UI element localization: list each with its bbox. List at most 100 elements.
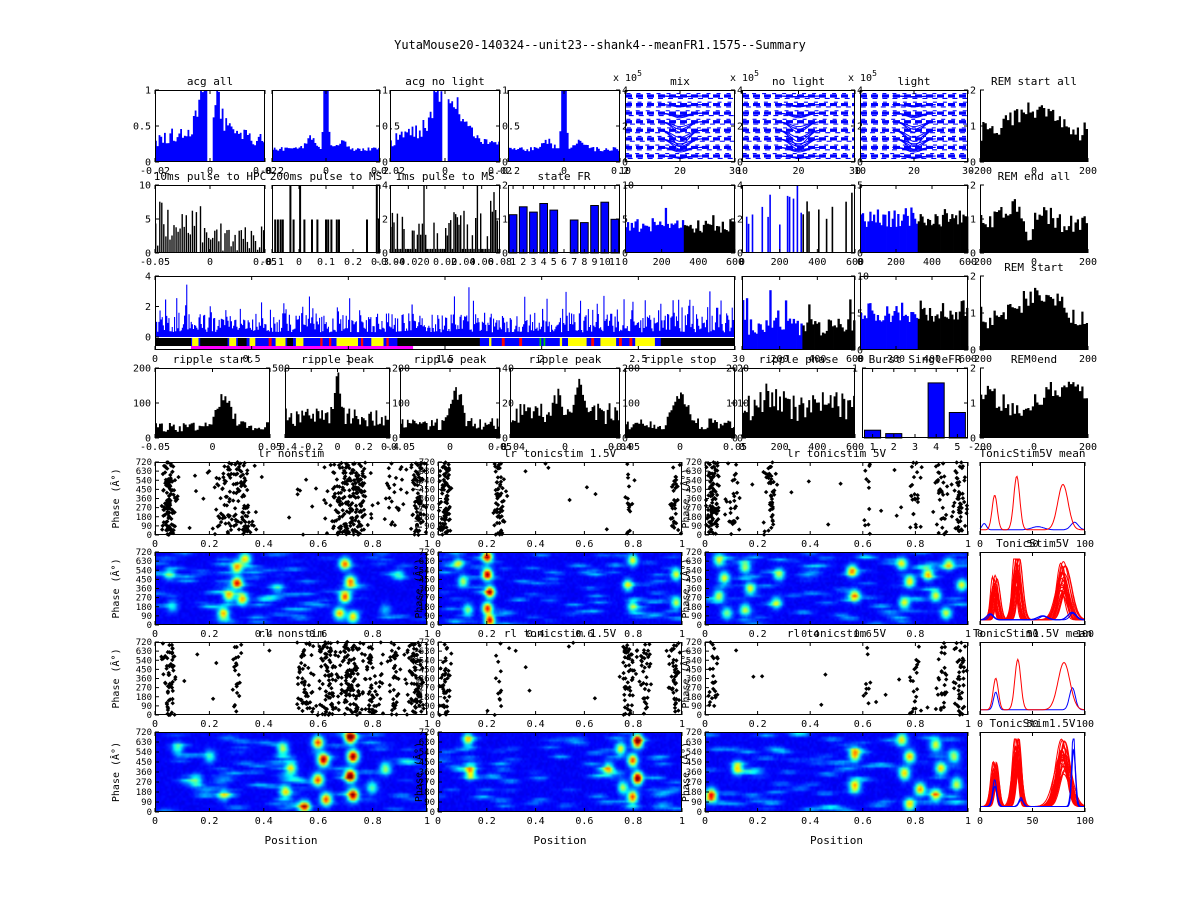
svg-text:400: 400	[808, 257, 826, 268]
svg-text:1: 1	[510, 257, 516, 268]
svg-text:2: 2	[520, 257, 526, 268]
svg-text:450: 450	[419, 665, 435, 675]
svg-text:540: 540	[136, 656, 152, 666]
svg-text:1: 1	[965, 539, 971, 550]
svg-text:100: 100	[133, 399, 151, 410]
svg-text:600: 600	[846, 442, 864, 453]
plot-title: lr nonstim	[258, 447, 325, 460]
svg-text:0.2: 0.2	[200, 719, 218, 730]
plot-acg-all2-svg: -0.2 0 0.210.50	[260, 86, 400, 178]
svg-text:8: 8	[581, 257, 587, 268]
svg-text:0.8: 0.8	[364, 539, 382, 550]
plot-pulse-ms200-svg: -0.1 0 0.1 0.2 0.3 4 2 0 200ms pulse to MS	[260, 170, 389, 268]
plot-rem-start-all: -200 0 200 REM start all	[968, 75, 1097, 177]
svg-text:100: 100	[622, 399, 640, 410]
svg-text:270: 270	[686, 594, 702, 604]
svg-text:0: 0	[977, 816, 983, 827]
svg-text:0.4: 0.4	[255, 816, 273, 827]
svg-text:3: 3	[912, 442, 918, 453]
svg-text:200: 200	[1079, 166, 1097, 177]
svg-text:270: 270	[136, 684, 152, 694]
svg-text:720: 720	[136, 728, 152, 738]
plot-title: rl tonicstim 5V	[787, 627, 887, 640]
svg-text:450: 450	[419, 485, 435, 495]
svg-text:0: 0	[430, 711, 435, 721]
svg-text:200: 200	[653, 257, 671, 268]
svg-text:2: 2	[737, 215, 743, 226]
svg-text:90: 90	[424, 522, 435, 532]
svg-text:100: 100	[1076, 719, 1094, 730]
svg-text:0.4: 0.4	[801, 719, 819, 730]
svg-text:1: 1	[852, 364, 858, 375]
phase-axis-label: Phase (Â°)	[109, 468, 122, 528]
svg-text:4: 4	[737, 181, 743, 192]
svg-text:600: 600	[959, 354, 977, 365]
svg-text:4: 4	[737, 86, 743, 97]
svg-text:0.2: 0.2	[355, 442, 373, 453]
svg-text:20: 20	[726, 364, 738, 375]
plot-title: Burst SingleFR	[869, 353, 962, 366]
svg-text:-0.05: -0.05	[140, 442, 170, 453]
svg-text:500: 500	[272, 364, 290, 375]
plot-title: lr tonicstim 1.5V	[504, 447, 617, 460]
svg-text:10: 10	[619, 166, 631, 177]
svg-text:5: 5	[954, 442, 960, 453]
plot-sc-rl-nonstim-svg: 0 0.2 0.4 0.6 0.8 1720630540450360270180900Ph…	[109, 627, 430, 730]
svg-text:0: 0	[502, 434, 508, 445]
svg-text:0: 0	[296, 257, 302, 268]
svg-text:720: 720	[136, 548, 152, 558]
svg-text:0.6: 0.6	[854, 629, 872, 640]
position-axis-label: Position	[810, 834, 863, 847]
svg-text:0: 0	[145, 434, 151, 445]
svg-text:180: 180	[419, 513, 435, 523]
svg-text:-0.05: -0.05	[140, 257, 170, 268]
plot-hm-lr-t5: 0 0.2 0.4 0.6 0.8 1 720 630 540 450 360 270 180 90 0 Ph…	[679, 548, 971, 640]
svg-text:3: 3	[530, 257, 536, 268]
svg-text:0: 0	[152, 539, 158, 550]
plot-tonic5-svg: 0 50 100 TonicStim5V	[977, 537, 1094, 640]
svg-text:0.5: 0.5	[382, 122, 400, 133]
svg-text:-0.2: -0.2	[299, 442, 323, 453]
plot-psth-light: 0 200 400 600 2 1 0	[857, 181, 977, 269]
svg-text:0.4: 0.4	[255, 539, 273, 550]
svg-text:0.6: 0.6	[309, 539, 327, 550]
svg-text:540: 540	[419, 748, 435, 758]
svg-text:0.02: 0.02	[253, 166, 277, 177]
svg-text:4: 4	[541, 257, 547, 268]
svg-text:1: 1	[970, 122, 976, 133]
svg-text:540: 540	[136, 566, 152, 576]
svg-text:7: 7	[571, 257, 577, 268]
plot-title: TonicStim5V mean	[980, 447, 1086, 460]
svg-text:10: 10	[737, 399, 749, 410]
svg-text:0: 0	[857, 158, 863, 169]
svg-text:1: 1	[345, 354, 351, 365]
plot-tonic15-mean: 0 50 100 TonicStim1.5V mean	[973, 627, 1094, 730]
svg-text:0.8: 0.8	[364, 629, 382, 640]
svg-text:100: 100	[1076, 816, 1094, 827]
svg-text:10: 10	[139, 181, 151, 192]
svg-text:0: 0	[435, 719, 441, 730]
svg-text:400: 400	[923, 257, 941, 268]
svg-text:270: 270	[686, 504, 702, 514]
plot-hm-lr-nonstim: 0 0.2 0.4 0.6 0.8 1 720 630 540 450 360 270 180 90 0 Ph…	[109, 548, 430, 640]
svg-text:540: 540	[419, 656, 435, 666]
phase-axis-label: Phase (Â°)	[679, 742, 692, 802]
svg-text:0.02: 0.02	[433, 257, 457, 268]
svg-text:0.8: 0.8	[364, 816, 382, 827]
svg-text:0: 0	[561, 166, 567, 177]
svg-text:0.5: 0.5	[243, 354, 261, 365]
plot-tonic5-mean: 0 50 100 TonicStim5V mean	[977, 447, 1094, 550]
svg-text:10: 10	[736, 166, 748, 177]
svg-text:0.6: 0.6	[854, 816, 872, 827]
svg-text:540: 540	[136, 476, 152, 486]
svg-text:1: 1	[965, 629, 971, 640]
plot-psth-long2-svg: 0 200 400 600 2 1 0	[857, 272, 977, 366]
